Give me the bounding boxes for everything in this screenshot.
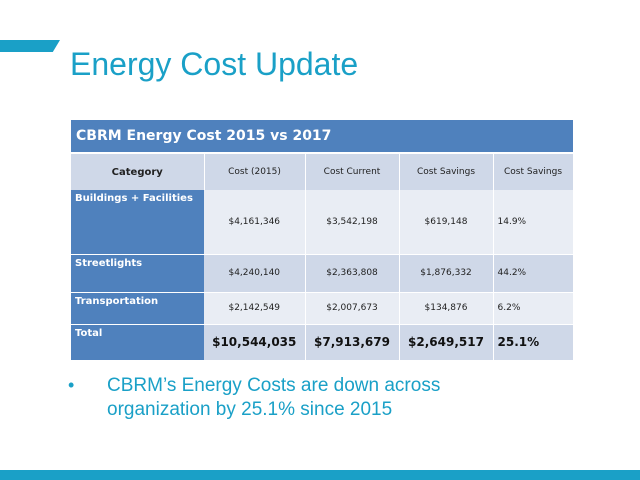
header-category: Category — [71, 153, 205, 190]
table-row: Buildings + Facilities $4,161,346 $3,542… — [71, 190, 574, 255]
row-category: Total — [71, 324, 204, 361]
cell-cost-current: $2,363,808 — [305, 254, 400, 293]
slide-title: Energy Cost Update — [70, 46, 359, 82]
cell-savings-pct: 6.2% — [493, 292, 574, 325]
cell-cost-2015: $2,142,549 — [204, 292, 306, 325]
top-accent-bar — [0, 40, 60, 52]
table-header-row: Category Cost (2015) Cost Current Cost S… — [71, 153, 574, 190]
cell-cost-2015: $4,240,140 — [204, 254, 306, 293]
cost-table: CBRM Energy Cost 2015 vs 2017 Category C… — [71, 120, 574, 361]
table-row: Streetlights $4,240,140 $2,363,808 $1,87… — [71, 254, 574, 293]
table-caption: CBRM Energy Cost 2015 vs 2017 — [71, 120, 574, 154]
cell-cost-savings: $134,876 — [399, 292, 494, 325]
cell-cost-current: $2,007,673 — [305, 292, 400, 325]
table-total-row: Total $10,544,035 $7,913,679 $2,649,517 … — [71, 324, 574, 361]
cell-cost-savings: $619,148 — [399, 190, 494, 255]
header-cost-savings: Cost Savings — [399, 153, 494, 190]
bottom-accent-bar — [0, 470, 640, 480]
cell-savings-pct: 25.1% — [493, 324, 574, 361]
cell-cost-2015: $4,161,346 — [204, 190, 306, 255]
cost-table-container: CBRM Energy Cost 2015 vs 2017 Category C… — [71, 120, 574, 361]
header-cost-savings-pct: Cost Savings — [493, 153, 574, 190]
cell-cost-2015: $10,544,035 — [204, 324, 306, 361]
row-category: Buildings + Facilities — [71, 190, 204, 255]
bullet-text: CBRM’s Energy Costs are down across orga… — [107, 375, 441, 420]
cell-cost-savings: $2,649,517 — [399, 324, 494, 361]
row-category: Streetlights — [71, 254, 204, 293]
header-cost-current: Cost Current — [305, 153, 400, 190]
table-row: Transportation $2,142,549 $2,007,673 $13… — [71, 292, 574, 325]
cell-cost-savings: $1,876,332 — [399, 254, 494, 293]
bullet-marker: • — [68, 375, 75, 395]
cell-cost-current: $3,542,198 — [305, 190, 400, 255]
cell-cost-current: $7,913,679 — [305, 324, 400, 361]
row-category: Transportation — [71, 292, 204, 325]
cell-savings-pct: 14.9% — [493, 190, 574, 255]
header-cost-2015: Cost (2015) — [204, 153, 306, 190]
cell-savings-pct: 44.2% — [493, 254, 574, 293]
